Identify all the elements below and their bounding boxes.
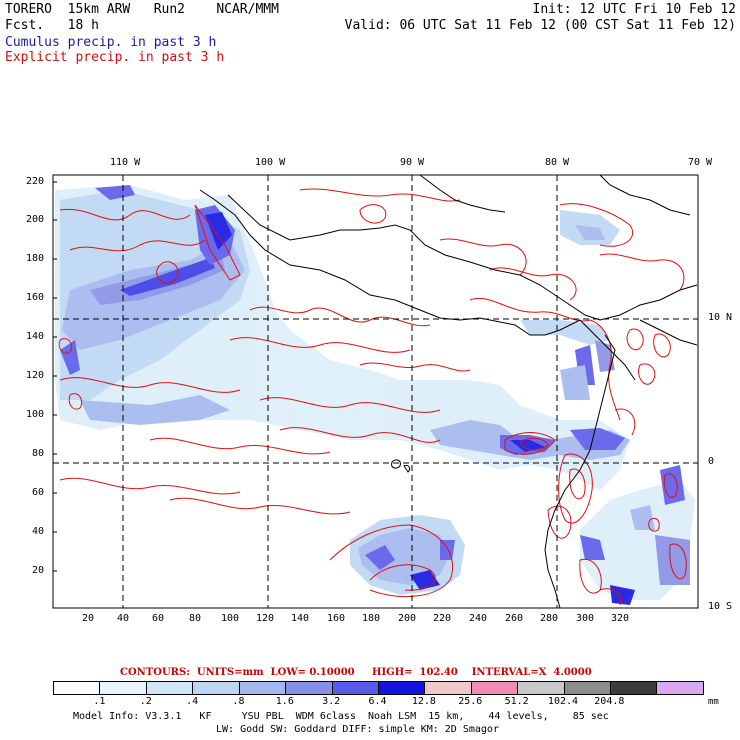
colorbar-label: 204.8: [594, 696, 625, 707]
legend-explicit: Explicit precip. in past 3 h: [5, 50, 225, 65]
x-label: 280: [540, 613, 559, 624]
x-label: 80: [189, 613, 202, 624]
y-label: 100: [26, 409, 45, 420]
colorbar-label: .8: [232, 696, 245, 707]
lat-label-0: 0: [708, 456, 715, 467]
lon-label-70w: 70 W: [688, 157, 713, 168]
coastlines: [199, 174, 698, 609]
y-label: 80: [32, 448, 45, 459]
y-label: 60: [32, 487, 45, 498]
y-label: 160: [26, 292, 45, 303]
x-label: 200: [398, 613, 417, 624]
x-label: 140: [291, 613, 310, 624]
colorbar-swatch: [100, 682, 147, 694]
init-time: Init: 12 UTC Fri 10 Feb 12: [532, 2, 737, 17]
x-label: 180: [362, 613, 381, 624]
colorbar-label: 102.4: [547, 696, 579, 707]
colorbar-swatch: [471, 682, 519, 694]
colorbar-swatch: [239, 682, 287, 694]
x-label: 100: [221, 613, 240, 624]
colorbar-swatch: [54, 682, 101, 694]
left-ticks: [53, 181, 57, 572]
x-label: 160: [327, 613, 346, 624]
colorbar-swatch: [518, 682, 565, 694]
colorbar-label: .4: [186, 696, 199, 707]
x-label: 40: [117, 613, 130, 624]
y-label: 200: [26, 214, 45, 225]
physics-info: LW: Godd SW: Goddard DIFF: simple KM: 2D…: [216, 724, 499, 735]
y-label: 220: [26, 176, 45, 187]
colorbar-swatch: [611, 682, 658, 694]
graticule: [53, 175, 698, 608]
y-label: 20: [32, 565, 45, 576]
lat-label-10s: 10 S: [708, 601, 733, 612]
x-label: 320: [611, 613, 630, 624]
colorbar-swatch: [425, 682, 472, 694]
legend-cumulus: Cumulus precip. in past 3 h: [5, 35, 217, 50]
colorbar-swatch: [564, 682, 612, 694]
lon-label-90w: 90 W: [400, 157, 425, 168]
colorbar-label: 51.2: [504, 696, 529, 707]
colorbar-units: mm: [708, 697, 719, 707]
colorbar-swatch: [146, 682, 194, 694]
x-label: 240: [469, 613, 488, 624]
valid-time: Valid: 06 UTC Sat 11 Feb 12 (00 CST Sat …: [344, 18, 736, 33]
colorbar-swatch: [286, 682, 333, 694]
y-label: 40: [32, 526, 45, 537]
lon-label-100w: 100 W: [255, 157, 286, 168]
y-label: 140: [26, 331, 45, 342]
colorbar-swatch: [332, 682, 379, 694]
x-label: 300: [576, 613, 595, 624]
explicit-precip-contours: [58, 188, 687, 606]
forecast-hour: Fcst. 18 h: [5, 18, 99, 33]
colorbar: [53, 681, 704, 695]
model-info: Model Info: V3.3.1 KF YSU PBL WDM 6class…: [73, 711, 609, 722]
lon-label-110w: 110 W: [110, 157, 141, 168]
x-label: 20: [82, 613, 95, 624]
x-label: 60: [152, 613, 165, 624]
colorbar-label: .1: [93, 696, 106, 707]
colorbar-labels: .1 .2 .4 .8 1.6 3.2 6.4 12.8 25.6 51.2 102.4 204.8: [53, 696, 702, 708]
y-label: 180: [26, 253, 45, 264]
colorbar-swatch: [657, 682, 703, 694]
colorbar-label: 25.6: [458, 696, 483, 707]
lat-label-10n: 10 N: [708, 312, 733, 323]
x-label: 260: [505, 613, 524, 624]
colorbar-label: 6.4: [368, 696, 387, 707]
y-label: 120: [26, 370, 45, 381]
colorbar-label: 12.8: [411, 696, 436, 707]
colorbar-label: 1.6: [275, 696, 294, 707]
map-frame: [52, 174, 699, 609]
model-title: TORERO 15km ARW Run2 NCAR/MMM: [5, 2, 279, 17]
contour-info: CONTOURS: UNITS=mm LOW= 0.10000 HIGH= 10…: [120, 667, 592, 678]
colorbar-swatch: [193, 682, 240, 694]
lon-label-80w: 80 W: [545, 157, 570, 168]
colorbar-swatch: [378, 682, 426, 694]
x-label: 220: [433, 613, 452, 624]
colorbar-label: .2: [139, 696, 152, 707]
x-label: 120: [256, 613, 275, 624]
colorbar-label: 3.2: [322, 696, 341, 707]
cumulus-precip-shading: [55, 185, 695, 605]
